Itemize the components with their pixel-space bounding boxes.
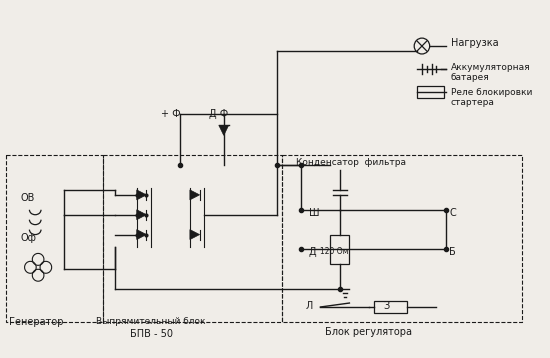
Text: З: З <box>383 301 389 311</box>
Text: С: С <box>449 208 456 218</box>
Bar <box>282 155 521 322</box>
Text: БПВ - 50: БПВ - 50 <box>130 329 173 339</box>
Bar <box>330 234 349 264</box>
Text: Блок регулятора: Блок регулятора <box>325 327 412 337</box>
Bar <box>373 301 408 313</box>
Polygon shape <box>137 210 146 220</box>
Polygon shape <box>137 190 146 200</box>
Text: Выпрямительный блок: Выпрямительный блок <box>96 317 206 326</box>
Polygon shape <box>219 125 229 135</box>
Bar <box>103 155 282 322</box>
Text: Аккумуляторная
батарея: Аккумуляторная батарея <box>451 63 531 82</box>
Text: Ш: Ш <box>309 208 320 218</box>
Text: Д: Д <box>309 247 316 257</box>
Polygon shape <box>190 190 200 200</box>
Text: 120 Ом: 120 Ом <box>320 247 348 256</box>
Text: ОВ: ОВ <box>21 193 35 203</box>
Text: Оф: Оф <box>21 233 37 243</box>
Polygon shape <box>190 229 200 240</box>
Text: Л: Л <box>306 301 313 311</box>
Text: Реле блокировки
стартера: Реле блокировки стартера <box>451 88 532 107</box>
Text: Конденсатор  фильтра: Конденсатор фильтра <box>296 158 406 167</box>
Bar <box>6 155 103 322</box>
Text: Б: Б <box>449 247 456 257</box>
Text: Нагрузка: Нагрузка <box>451 38 498 48</box>
Text: + Ф: + Ф <box>161 108 180 118</box>
Bar <box>417 86 444 98</box>
Text: Д Ф: Д Ф <box>209 108 228 118</box>
Text: Генератор: Генератор <box>9 317 64 327</box>
Polygon shape <box>137 229 146 240</box>
